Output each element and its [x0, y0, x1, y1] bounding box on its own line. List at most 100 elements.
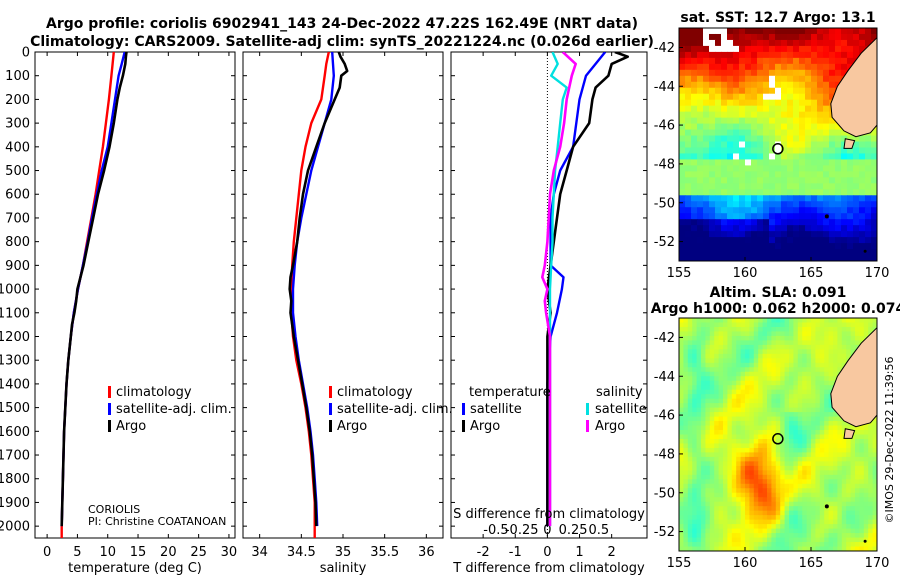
- sla-map-cell: [833, 510, 838, 516]
- sst-map-cell: [697, 69, 704, 77]
- sst-map-cell: [715, 135, 722, 143]
- sla-map-cell: [797, 434, 803, 440]
- sla-map-cell: [802, 474, 808, 480]
- sla-map-cell: [758, 515, 764, 521]
- sla-map-cell: [762, 510, 768, 516]
- sst-map-cell: [775, 255, 782, 261]
- sla-map-cell: [740, 331, 746, 337]
- sla-map-cell: [701, 524, 706, 530]
- sla-map-cell: [683, 407, 689, 413]
- sla-map-cell: [687, 452, 693, 458]
- sst-map-cell: [823, 255, 830, 261]
- sst-map-cell: [865, 255, 872, 261]
- sla-map-cell: [793, 528, 799, 534]
- sst-map-cell: [775, 111, 782, 119]
- sst-map-cell: [847, 177, 854, 184]
- sla-map-cell: [696, 358, 702, 364]
- sst-map-cell: [835, 207, 842, 214]
- sst-map-cell: [805, 111, 812, 119]
- sst-map-cell: [757, 165, 764, 172]
- sla-map-cell: [740, 398, 746, 404]
- figure-title-line1: Argo profile: coriolis 6902941_143 24-De…: [46, 16, 638, 32]
- sst-map-cell: [775, 237, 782, 244]
- sst-map-cell: [721, 45, 728, 53]
- sst-map-cell: [715, 153, 722, 161]
- sla-map-cell: [692, 371, 698, 377]
- sla-map-cell: [846, 447, 852, 454]
- sst-map-cell: [829, 153, 836, 161]
- sla-map-cell: [745, 456, 750, 462]
- sla-map-cell: [705, 344, 711, 350]
- sst-map-cell: [763, 237, 770, 244]
- sst-map-cell: [781, 213, 788, 220]
- sla-map-cell: [723, 362, 728, 368]
- sla-map-cell: [736, 335, 742, 341]
- sst-map-cell: [703, 123, 710, 131]
- sst-map-cell: [823, 135, 830, 143]
- sla-map-cell: [841, 447, 847, 454]
- sla-map-cell: [696, 385, 702, 391]
- sst-map-cell: [703, 177, 710, 184]
- x-tick-label: -1: [509, 545, 522, 560]
- sla-map-cell: [819, 376, 825, 382]
- sla-map-cell: [824, 470, 830, 476]
- sla-map-cell: [692, 416, 698, 422]
- sst-map-cell: [829, 57, 836, 65]
- sst-map-cell: [745, 93, 752, 101]
- sla-map-cell: [718, 331, 724, 337]
- sla-map-cell: [767, 515, 772, 521]
- sst-map-cell: [709, 93, 716, 101]
- sla-map-cell: [833, 497, 838, 503]
- sst-map-cell: [715, 249, 722, 256]
- sla-map-cell: [745, 318, 750, 324]
- sla-map-cell: [793, 519, 799, 525]
- sla-map-cell: [731, 340, 737, 346]
- sst-map-cell: [691, 87, 698, 95]
- sla-map-cell: [868, 438, 874, 445]
- sst-map-cell: [865, 171, 872, 178]
- sst-map-cell: [751, 177, 758, 184]
- sst-map-cell: [799, 129, 806, 137]
- sst-map-cell: [703, 153, 710, 161]
- sst-map-cell: [799, 171, 806, 178]
- sla-map-cell: [784, 425, 790, 431]
- sla-map-cell: [806, 501, 812, 507]
- sst-map-cell: [859, 183, 866, 190]
- sla-map-cell: [833, 470, 838, 476]
- sla-map-cell: [723, 456, 728, 462]
- sla-map-cell: [828, 470, 834, 476]
- sst-map-cell: [691, 141, 698, 149]
- sla-map-cell: [775, 470, 781, 476]
- sst-map-cell: [805, 117, 812, 125]
- sst-map-cell: [709, 129, 716, 137]
- sla-map-cell: [758, 434, 764, 440]
- sst-map-cell: [697, 39, 704, 47]
- sla-map-cell: [709, 515, 715, 521]
- sla-map-cell: [762, 434, 768, 440]
- sla-map-frame: [678, 317, 878, 552]
- sst-map-cell: [697, 57, 704, 65]
- sla-map-cell: [727, 389, 733, 395]
- sla-map-cell: [797, 416, 803, 422]
- map-x-tick-label: 155: [667, 266, 692, 281]
- sst-map-cell: [763, 219, 770, 226]
- sla-map-cell: [718, 353, 724, 359]
- sla-map-cell: [793, 483, 799, 489]
- sst-map-cell: [835, 255, 842, 261]
- sla-map-cell: [709, 501, 715, 507]
- sst-map-cell: [805, 183, 812, 190]
- sla-map-cell: [784, 326, 790, 333]
- sla-map-cell: [828, 483, 834, 489]
- sla-map-cell: [828, 403, 834, 409]
- sst-map-cell: [733, 93, 740, 101]
- sst-map-cell: [775, 57, 782, 65]
- sst-map-cell: [703, 219, 710, 226]
- sla-map-cell: [714, 425, 720, 431]
- sla-map-cell: [811, 510, 816, 516]
- sla-map-cell: [731, 421, 737, 427]
- sla-map-cell: [775, 340, 781, 346]
- sla-map-cell: [683, 362, 689, 368]
- sla-map-cell: [828, 362, 834, 368]
- sla-map-cell: [762, 519, 768, 525]
- sst-map-cell: [703, 51, 710, 59]
